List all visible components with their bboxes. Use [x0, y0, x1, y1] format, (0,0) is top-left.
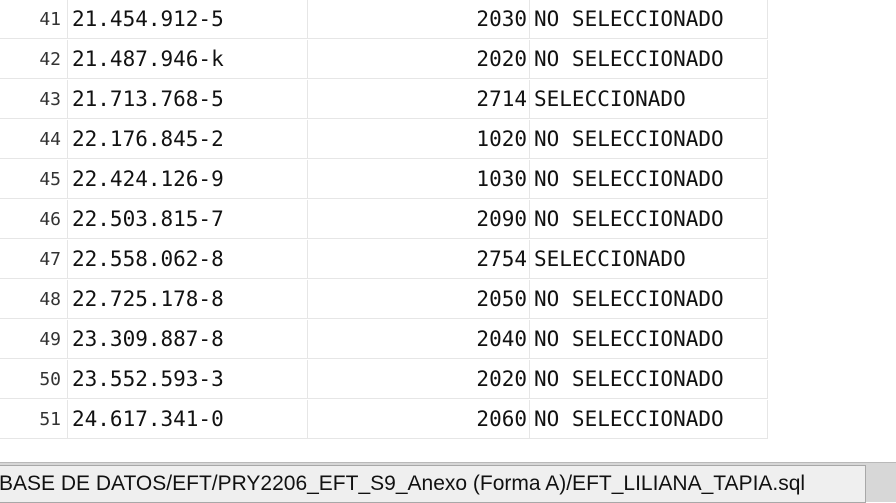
table-row[interactable]: 47 22.558.062-8 2754 SELECCIONADO — [0, 240, 896, 280]
table-row[interactable]: 45 22.424.126-9 1030 NO SELECCIONADO — [0, 160, 896, 200]
rut-cell[interactable]: 23.309.887-8 — [68, 320, 308, 359]
table-row[interactable]: 48 22.725.178-8 2050 NO SELECCIONADO — [0, 280, 896, 320]
code-cell[interactable]: 2020 — [308, 360, 530, 399]
rut-cell[interactable]: 23.552.593-3 — [68, 360, 308, 399]
code-cell[interactable]: 2050 — [308, 280, 530, 319]
row-number: 46 — [0, 200, 68, 239]
status-cell[interactable]: NO SELECCIONADO — [530, 320, 768, 359]
status-cell[interactable]: NO SELECCIONADO — [530, 280, 768, 319]
status-cell[interactable]: NO SELECCIONADO — [530, 0, 768, 39]
table-row[interactable]: 51 24.617.341-0 2060 NO SELECCIONADO — [0, 400, 896, 440]
code-cell[interactable]: 2714 — [308, 80, 530, 119]
rut-cell[interactable]: 21.713.768-5 — [68, 80, 308, 119]
status-cell[interactable]: NO SELECCIONADO — [530, 40, 768, 79]
code-cell[interactable]: 2754 — [308, 240, 530, 279]
rut-cell[interactable]: 21.487.946-k — [68, 40, 308, 79]
code-cell[interactable]: 2060 — [308, 400, 530, 439]
table-row[interactable]: 46 22.503.815-7 2090 NO SELECCIONADO — [0, 200, 896, 240]
rut-cell[interactable]: 21.454.912-5 — [68, 0, 308, 39]
status-cell[interactable]: NO SELECCIONADO — [530, 120, 768, 159]
table-row[interactable]: 49 23.309.887-8 2040 NO SELECCIONADO — [0, 320, 896, 360]
code-cell[interactable]: 2020 — [308, 40, 530, 79]
status-cell[interactable]: SELECCIONADO — [530, 240, 768, 279]
rut-cell[interactable]: 24.617.341-0 — [68, 400, 308, 439]
row-number: 42 — [0, 40, 68, 79]
table-row[interactable]: 43 21.713.768-5 2714 SELECCIONADO — [0, 80, 896, 120]
status-bar: BASE DE DATOS/EFT/PRY2206_EFT_S9_Anexo (… — [0, 462, 896, 503]
row-number: 47 — [0, 240, 68, 279]
row-number: 49 — [0, 320, 68, 359]
row-number: 48 — [0, 280, 68, 319]
table-row[interactable]: 50 23.552.593-3 2020 NO SELECCIONADO — [0, 360, 896, 400]
code-cell[interactable]: 1030 — [308, 160, 530, 199]
code-cell[interactable]: 2040 — [308, 320, 530, 359]
code-cell[interactable]: 2090 — [308, 200, 530, 239]
rut-cell[interactable]: 22.503.815-7 — [68, 200, 308, 239]
results-grid[interactable]: 41 21.454.912-5 2030 NO SELECCIONADO 42 … — [0, 0, 896, 462]
row-number: 50 — [0, 360, 68, 399]
status-cell[interactable]: NO SELECCIONADO — [530, 360, 768, 399]
code-cell[interactable]: 2030 — [308, 0, 530, 39]
status-cell[interactable]: SELECCIONADO — [530, 80, 768, 119]
rut-cell[interactable]: 22.558.062-8 — [68, 240, 308, 279]
table-row[interactable]: 42 21.487.946-k 2020 NO SELECCIONADO — [0, 40, 896, 80]
row-number: 43 — [0, 80, 68, 119]
row-number: 41 — [0, 0, 68, 39]
status-cell[interactable]: NO SELECCIONADO — [530, 160, 768, 199]
rut-cell[interactable]: 22.725.178-8 — [68, 280, 308, 319]
rut-cell[interactable]: 22.176.845-2 — [68, 120, 308, 159]
file-path-label[interactable]: BASE DE DATOS/EFT/PRY2206_EFT_S9_Anexo (… — [0, 465, 866, 503]
row-number: 45 — [0, 160, 68, 199]
code-cell[interactable]: 1020 — [308, 120, 530, 159]
status-cell[interactable]: NO SELECCIONADO — [530, 200, 768, 239]
row-number: 51 — [0, 400, 68, 439]
grid-empty-area — [768, 0, 896, 462]
table-row[interactable]: 41 21.454.912-5 2030 NO SELECCIONADO — [0, 0, 896, 40]
status-cell[interactable]: NO SELECCIONADO — [530, 400, 768, 439]
table-row[interactable]: 44 22.176.845-2 1020 NO SELECCIONADO — [0, 120, 896, 160]
rut-cell[interactable]: 22.424.126-9 — [68, 160, 308, 199]
row-number: 44 — [0, 120, 68, 159]
